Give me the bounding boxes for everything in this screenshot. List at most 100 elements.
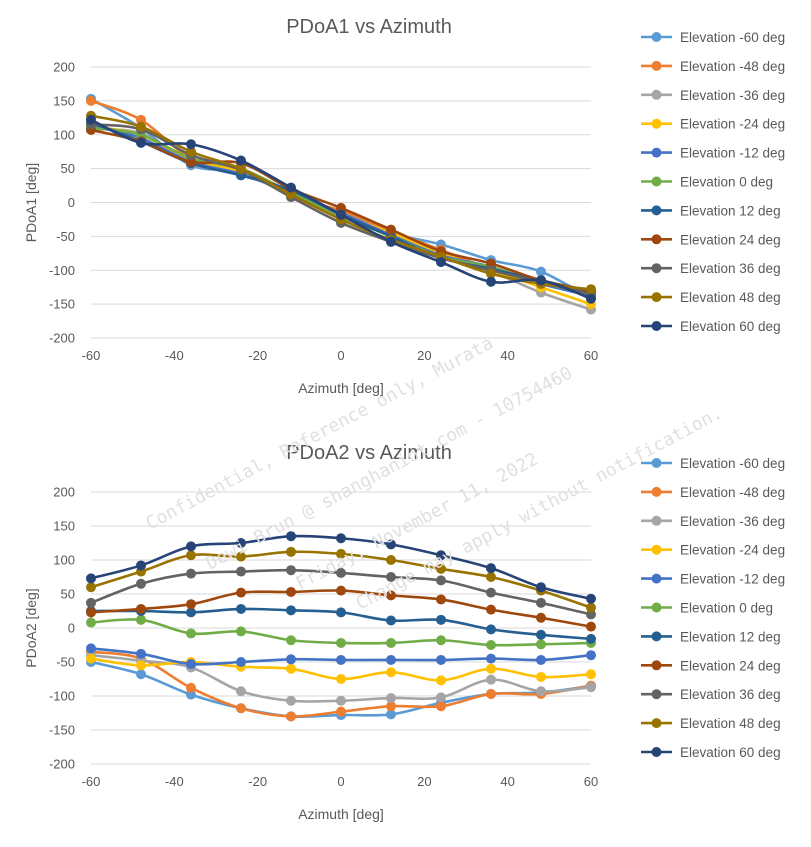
data-point (336, 706, 346, 717)
data-point (486, 276, 496, 287)
legend-label: Elevation -24 deg (680, 117, 785, 132)
legend-marker (651, 515, 662, 526)
legend-item: Elevation 60 deg (641, 319, 781, 334)
data-point (136, 578, 146, 589)
legend-marker (651, 60, 662, 71)
x-tick-label: -20 (248, 774, 267, 789)
data-point (286, 531, 296, 542)
x-tick-label: 20 (417, 774, 431, 789)
y-tick-label: 100 (53, 127, 75, 142)
legend-marker (651, 321, 662, 331)
y-axis-title: PDoA2 [deg] (23, 588, 39, 667)
legend-label: Elevation 0 deg (680, 175, 773, 190)
legend-marker (651, 89, 662, 100)
legend-marker (651, 631, 662, 642)
data-point (486, 640, 496, 650)
legend-label: Elevation 60 deg (680, 319, 781, 334)
legend-item: Elevation 0 deg (641, 601, 773, 616)
x-tick-label: 60 (584, 348, 598, 363)
data-point (186, 139, 196, 150)
data-point (586, 284, 596, 295)
data-point (386, 590, 396, 601)
legend-item: Elevation 0 deg (641, 175, 773, 190)
data-point (536, 654, 546, 665)
data-point (86, 653, 96, 664)
data-point (336, 533, 346, 544)
x-tick-label: 60 (584, 774, 598, 789)
legend-label: Elevation 12 deg (680, 203, 781, 218)
data-point (286, 654, 296, 665)
data-point (436, 635, 446, 646)
data-point (236, 538, 246, 548)
y-tick-label: -50 (56, 655, 75, 670)
data-point (386, 667, 396, 678)
data-point (486, 624, 496, 635)
y-tick-label: -150 (49, 723, 75, 738)
legend-marker (651, 458, 662, 468)
legend-marker (651, 573, 662, 584)
data-point (186, 550, 196, 561)
legend-label: Elevation 36 deg (680, 687, 781, 702)
legend-label: Elevation -36 deg (680, 514, 785, 529)
y-tick-label: 50 (61, 161, 75, 176)
data-point (286, 182, 296, 193)
data-point (336, 637, 346, 648)
y-tick-label: -200 (49, 331, 75, 346)
legend-marker (651, 660, 662, 671)
data-point (486, 604, 496, 615)
legend-item: Elevation 48 deg (641, 290, 781, 305)
data-point (536, 266, 546, 277)
legend-label: Elevation -48 deg (680, 59, 785, 74)
legend-item: Elevation 36 deg (641, 261, 781, 276)
series-line (89, 99, 593, 299)
data-point (186, 568, 196, 579)
data-point (236, 155, 246, 166)
legend-label: Elevation 12 deg (680, 629, 781, 644)
legend-marker (651, 263, 662, 274)
y-tick-label: -100 (49, 689, 75, 704)
legend-marker (651, 689, 662, 700)
data-point (536, 629, 546, 640)
legend-item: Elevation -36 deg (641, 88, 785, 103)
x-tick-label: 40 (500, 348, 514, 363)
legend-label: Elevation 0 deg (680, 601, 773, 616)
legend-item: Elevation -12 deg (641, 572, 785, 587)
data-point (136, 614, 146, 625)
data-point (336, 548, 346, 559)
data-point (536, 639, 546, 650)
chart-2: PDoA2 vs Azimuth200150100500-50-100-150-… (23, 442, 785, 822)
data-point (236, 657, 246, 667)
data-point (136, 560, 146, 571)
data-point (486, 663, 496, 674)
data-point (86, 114, 96, 125)
series-elevation-24-deg (86, 585, 596, 632)
data-point (436, 575, 446, 586)
legend-marker (651, 234, 662, 245)
legend-item: Elevation 12 deg (641, 203, 781, 218)
data-point (136, 648, 146, 659)
data-point (286, 663, 296, 674)
data-point (486, 268, 496, 279)
x-axis-title: Azimuth [deg] (298, 806, 384, 822)
data-point (536, 582, 546, 593)
legend-item: Elevation 48 deg (641, 716, 781, 731)
legend-label: Elevation -48 deg (680, 485, 785, 500)
data-point (186, 682, 196, 693)
chart-panel-2: PDoA2 vs Azimuth 200 150 100 50 0 -50 -100 -150-… (0, 421, 811, 842)
data-point (336, 607, 346, 618)
y-tick-label: 200 (53, 60, 75, 75)
data-point (286, 605, 296, 616)
legend-item: Elevation 36 deg (641, 687, 781, 702)
data-point (136, 603, 146, 614)
data-point (336, 567, 346, 578)
data-point (536, 275, 546, 286)
data-point (536, 612, 546, 623)
data-point (586, 633, 596, 644)
data-point (236, 603, 246, 614)
chart-panel-1: PDoA1 vs Azimuth 200 150 100 50 0 -50 -100 -150-… (0, 0, 811, 421)
y-tick-label: -200 (49, 757, 75, 772)
legend-marker (651, 544, 662, 555)
data-point (386, 539, 396, 550)
data-point (286, 546, 296, 557)
data-point (436, 257, 446, 268)
